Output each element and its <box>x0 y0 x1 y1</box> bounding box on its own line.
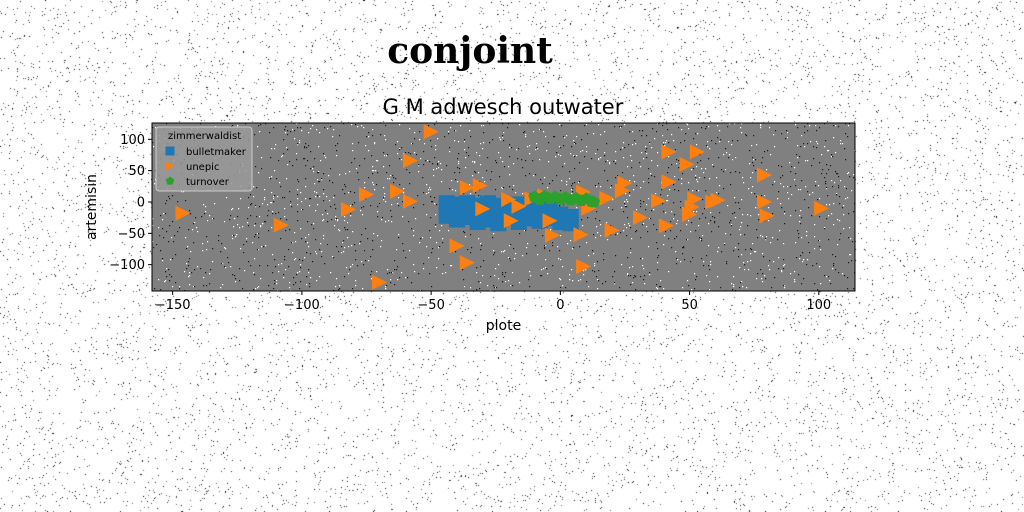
unepic-point <box>710 192 726 208</box>
unepic-point <box>617 175 633 191</box>
legend-label: unepic <box>186 162 219 173</box>
legend-marker-turnover <box>165 176 175 185</box>
legend-entry-unepic: unepic <box>165 161 219 173</box>
x-tick-label: −100 <box>284 298 320 313</box>
unepic-point <box>371 274 387 290</box>
y-axis-label: artemisin <box>84 174 100 240</box>
unepic-point <box>402 193 418 209</box>
unepic-point <box>359 186 375 202</box>
unepic-point <box>604 222 620 238</box>
bulletmaker-point <box>443 197 460 214</box>
legend-entry-turnover: turnover <box>165 176 230 188</box>
x-axis-label: plote <box>486 318 521 334</box>
y-tick-label: 100 <box>120 133 145 148</box>
x-tick-label: 100 <box>806 298 831 313</box>
x-tick-label: −50 <box>417 298 444 313</box>
unepic-point <box>661 174 677 190</box>
unepic-point <box>402 153 418 169</box>
unepic-point <box>449 238 465 254</box>
unepic-point <box>687 191 703 207</box>
unepic-point <box>475 201 491 217</box>
turnover-point <box>587 195 601 208</box>
unepic-point <box>599 190 615 206</box>
y-axis-ticks: 100 50 0 −50 −100 <box>109 133 152 273</box>
unepic-point <box>759 208 775 224</box>
unepic-point <box>503 213 519 229</box>
unepic-point <box>511 198 527 214</box>
unepic-point <box>573 227 589 243</box>
chart-title: G M adwesch outwater <box>382 95 624 119</box>
legend-label: turnover <box>186 177 230 188</box>
unepic-point <box>459 255 475 271</box>
x-tick-label: 0 <box>556 298 564 313</box>
plot-frame <box>151 122 856 292</box>
unepic-point <box>501 191 517 207</box>
unepic-point <box>757 167 773 183</box>
unepic-point <box>689 144 705 160</box>
y-tick-label: −100 <box>109 258 145 273</box>
y-tick-label: 50 <box>128 164 145 179</box>
unepic-point <box>273 217 289 233</box>
unepic-point <box>632 210 648 226</box>
x-tick-label: 50 <box>681 298 698 313</box>
bulletmaker-point <box>562 215 579 232</box>
legend-marker-bulletmaker <box>165 146 175 156</box>
unepic-point <box>757 194 773 210</box>
unepic-point <box>651 193 667 209</box>
legend-title: zimmerwaldist <box>168 131 241 142</box>
legend-marker-unepic <box>165 161 175 171</box>
unepic-point <box>679 156 695 172</box>
x-tick-label: −150 <box>155 298 191 313</box>
unepic-point <box>175 205 191 221</box>
data-marks <box>175 124 829 290</box>
unepic-point <box>542 213 558 229</box>
unepic-point <box>545 227 561 243</box>
y-tick-label: 0 <box>137 195 145 210</box>
unepic-point <box>340 202 356 218</box>
legend-label: bulletmaker <box>186 147 247 158</box>
figure-suptitle: conjoint <box>387 30 553 72</box>
unepic-point <box>658 218 674 234</box>
series-turnover <box>528 189 601 208</box>
unepic-point <box>813 200 829 216</box>
x-axis-ticks: −150 −100 −50 0 50 100 <box>155 291 831 313</box>
legend-box <box>155 126 253 192</box>
unepic-point <box>661 144 677 160</box>
legend: zimmerwaldist bulletmaker unepic turnover <box>155 126 253 192</box>
legend-entries: bulletmaker unepic turnover <box>165 146 247 188</box>
legend-entry-bulletmaker: bulletmaker <box>165 146 247 158</box>
unepic-point <box>459 180 475 196</box>
unepic-point <box>390 183 406 199</box>
y-tick-label: −50 <box>118 227 145 242</box>
unepic-point <box>423 124 439 140</box>
unepic-point <box>576 259 592 275</box>
unepic-point <box>472 178 488 194</box>
